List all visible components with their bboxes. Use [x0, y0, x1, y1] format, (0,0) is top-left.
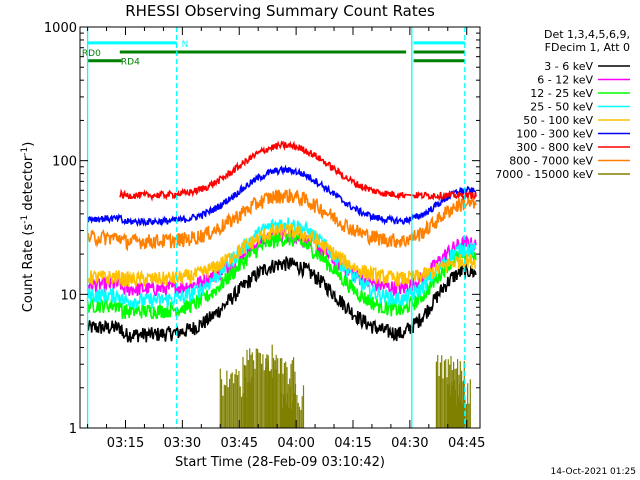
legend-label: 12 - 25 keV — [530, 87, 593, 100]
legend-label: 100 - 300 keV — [516, 128, 593, 141]
chart-title: RHESSI Observing Summary Count Rates — [125, 2, 435, 20]
x-axis-label: Start Time (28-Feb-09 03:10:42) — [175, 455, 385, 470]
y-axis-label-part: detector — [21, 155, 36, 215]
y-axis-label-part: Count Rate (s — [21, 224, 36, 313]
interval-label: RD0 — [82, 49, 101, 59]
interval-layer: RD0 RD4 N — [82, 40, 465, 68]
y-tick-label: 1000 — [44, 21, 77, 36]
vline-layer — [86, 27, 466, 428]
interval-label: RD4 — [121, 58, 140, 68]
x-tick-label: 04:30 — [391, 436, 428, 451]
interval-label: N — [182, 40, 189, 50]
x-tick-label: 04:00 — [277, 436, 314, 451]
legend-label: 300 - 800 keV — [516, 141, 593, 154]
legend: Det 1,3,4,5,6,9, FDecim 1, Att 0 3 - 6 k… — [495, 28, 630, 181]
x-tick-label: 04:15 — [334, 436, 371, 451]
legend-label: 3 - 6 keV — [544, 60, 593, 73]
y-axis-label-part: ) — [21, 142, 36, 147]
legend-header-line: FDecim 1, Att 0 — [545, 41, 630, 54]
legend-label: 25 - 50 keV — [530, 101, 593, 114]
y-tick-label: 1 — [69, 422, 77, 437]
x-tick-label: 04:45 — [448, 436, 485, 451]
series-layer — [86, 140, 477, 428]
plot-frame — [79, 26, 481, 429]
legend-header-line: Det 1,3,4,5,6,9, — [544, 28, 630, 41]
footer-date: 14-Oct-2021 01:25 — [551, 467, 636, 477]
legend-label: 7000 - 15000 keV — [495, 168, 593, 181]
y-axis-label: Count Rate (s-1 detector-1) — [20, 142, 36, 313]
tick-layer: 1 10 100 1000 03:15 03:30 03:45 04:00 04:15 04:30… — [44, 21, 486, 451]
y-tick-label: 100 — [52, 155, 77, 170]
y-axis-label-exponent: -1 — [20, 215, 30, 224]
x-tick-label: 03:30 — [164, 436, 201, 451]
legend-label: 6 - 12 keV — [537, 74, 593, 87]
x-tick-label: 03:15 — [107, 436, 144, 451]
y-tick-label: 10 — [60, 288, 77, 303]
series-line — [119, 140, 477, 202]
y-axis-label-exponent: -1 — [20, 147, 30, 156]
legend-label: 50 - 100 keV — [523, 114, 593, 127]
x-tick-label: 03:45 — [221, 436, 258, 451]
legend-label: 800 - 7000 keV — [509, 155, 593, 168]
